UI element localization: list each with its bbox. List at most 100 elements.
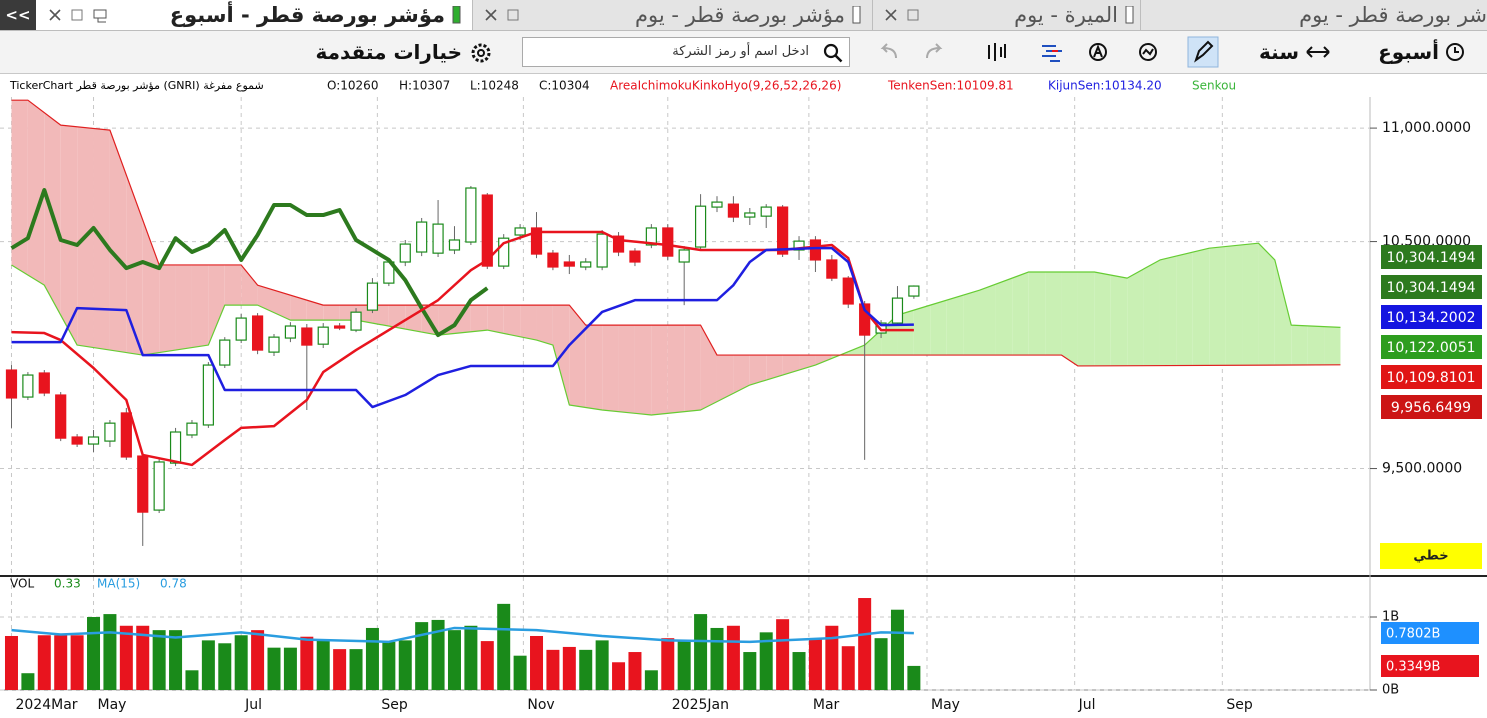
mode-label: خطي <box>1413 549 1448 564</box>
volume-bar <box>283 647 297 690</box>
search-box[interactable]: ادخل اسم أو رمز الشركة <box>522 37 850 67</box>
tab[interactable]: مؤشر بورصة قطر - يوم <box>472 0 873 30</box>
candle-body <box>301 327 313 346</box>
cloud-fill <box>1209 246 1226 366</box>
cloud-fill <box>716 355 734 402</box>
ohlc-value: L:10248 <box>470 79 519 93</box>
candle-body <box>908 285 920 297</box>
candle-body <box>268 336 280 353</box>
range-button[interactable]: سنة <box>1259 40 1299 64</box>
candle-body <box>153 461 165 511</box>
price-tag-label: 10,109.8101 <box>1386 370 1475 386</box>
ohlc-value: C:10304 <box>539 79 590 93</box>
tab[interactable]: مؤشر بورصة قطر - أسبوع <box>36 0 473 30</box>
candle-body <box>760 206 772 217</box>
period-button[interactable]: أسبوع <box>1378 40 1439 64</box>
cloud-fill <box>848 345 865 356</box>
candle-body <box>662 227 674 257</box>
indicator-line <box>10 188 489 338</box>
candle-body <box>448 239 461 251</box>
tab-overflow[interactable]: << <box>0 0 36 30</box>
volume-bar <box>54 635 68 690</box>
tab[interactable]: شر بورصة قطر - يوم <box>1140 0 1487 30</box>
price-tag <box>1381 305 1482 329</box>
x-tick-label: May <box>98 697 127 713</box>
candle-body <box>777 206 789 255</box>
cloud-fill <box>27 100 45 286</box>
volume-bar <box>152 630 166 690</box>
cloud-fill <box>651 325 668 415</box>
gear-icon <box>471 43 491 63</box>
volume-bar <box>825 625 839 690</box>
volume-bar <box>185 670 199 690</box>
volume-bar <box>890 609 904 690</box>
volume-bar <box>579 649 593 690</box>
tab-title: الميرة - يوم <box>1014 3 1118 27</box>
y-tick-label: 0B <box>1382 683 1399 698</box>
volume-bar <box>661 638 675 690</box>
price-tag-label: 10,122.0051 <box>1386 340 1475 356</box>
undo-icon[interactable] <box>876 42 900 62</box>
volume-tag-label: 0.3349B <box>1386 660 1440 675</box>
candle-body <box>596 233 608 268</box>
cloud-fill <box>454 305 471 334</box>
volume-bar <box>497 603 511 690</box>
candle-body <box>137 455 149 513</box>
volume-bar <box>316 640 330 690</box>
volume-bar <box>464 625 478 690</box>
volume-ma-line <box>11 626 914 644</box>
x-tick-label: 2025Jan <box>672 697 729 713</box>
cloud-fill <box>946 295 964 356</box>
cloud-fill <box>1077 271 1095 366</box>
tab-controls[interactable] <box>484 8 554 24</box>
redo-icon[interactable] <box>923 42 947 62</box>
x-tick-label: Mar <box>813 697 840 713</box>
volume-bar <box>628 652 642 690</box>
candle-body <box>5 369 18 399</box>
candle-body <box>219 339 231 366</box>
volume-tag <box>1381 655 1479 677</box>
volume-bar <box>267 647 281 690</box>
cloud-fill <box>323 305 340 321</box>
tab[interactable]: الميرة - يوم <box>872 0 1141 30</box>
cloud-fill <box>1274 259 1292 366</box>
ma-value: 0.78 <box>160 577 187 591</box>
cloud-fill <box>306 300 324 321</box>
tab-controls[interactable] <box>884 8 954 24</box>
candle-body <box>169 431 182 464</box>
volume-bar <box>333 649 347 690</box>
candle-body <box>711 201 723 208</box>
volume-bar <box>792 652 806 690</box>
candle-body <box>809 239 822 261</box>
candle-body <box>71 436 83 445</box>
advanced-options[interactable]: خيارات متقدمة <box>315 40 462 64</box>
cloud-fill <box>470 305 488 332</box>
indicator-legend: Senkou <box>1192 79 1236 93</box>
search-placeholder: ادخل اسم أو رمز الشركة <box>672 44 809 59</box>
search-icon <box>823 43 843 63</box>
candle-body <box>547 252 559 268</box>
cloud-fill <box>1176 252 1193 366</box>
cloud-fill <box>191 264 209 348</box>
cloud-fill <box>159 264 176 353</box>
volume-bar <box>431 619 445 690</box>
volume-bar <box>136 625 150 690</box>
levels-icon[interactable] <box>1040 42 1064 62</box>
candle-body <box>317 326 329 345</box>
volume-bar <box>21 673 35 690</box>
draw-tool[interactable] <box>1187 36 1219 68</box>
cloud-fill <box>684 325 701 412</box>
volume-bar <box>37 635 51 690</box>
tab-controls[interactable] <box>48 8 118 24</box>
cloud-fill <box>1061 271 1078 366</box>
indicator-line <box>11 246 914 409</box>
volume-bar <box>694 614 708 690</box>
volume-bar <box>480 641 494 690</box>
y-tick-label: 11,000.0000 <box>1382 120 1471 136</box>
auto-icon[interactable] <box>1088 42 1108 62</box>
tab-bar: << مؤشر بورصة قطر - أسبوع مؤشر بورصة قطر … <box>0 0 1487 31</box>
candle-body <box>563 261 575 267</box>
compare-icon[interactable] <box>985 41 1009 63</box>
candle-body <box>186 422 198 436</box>
indicator-icon[interactable] <box>1138 42 1158 62</box>
